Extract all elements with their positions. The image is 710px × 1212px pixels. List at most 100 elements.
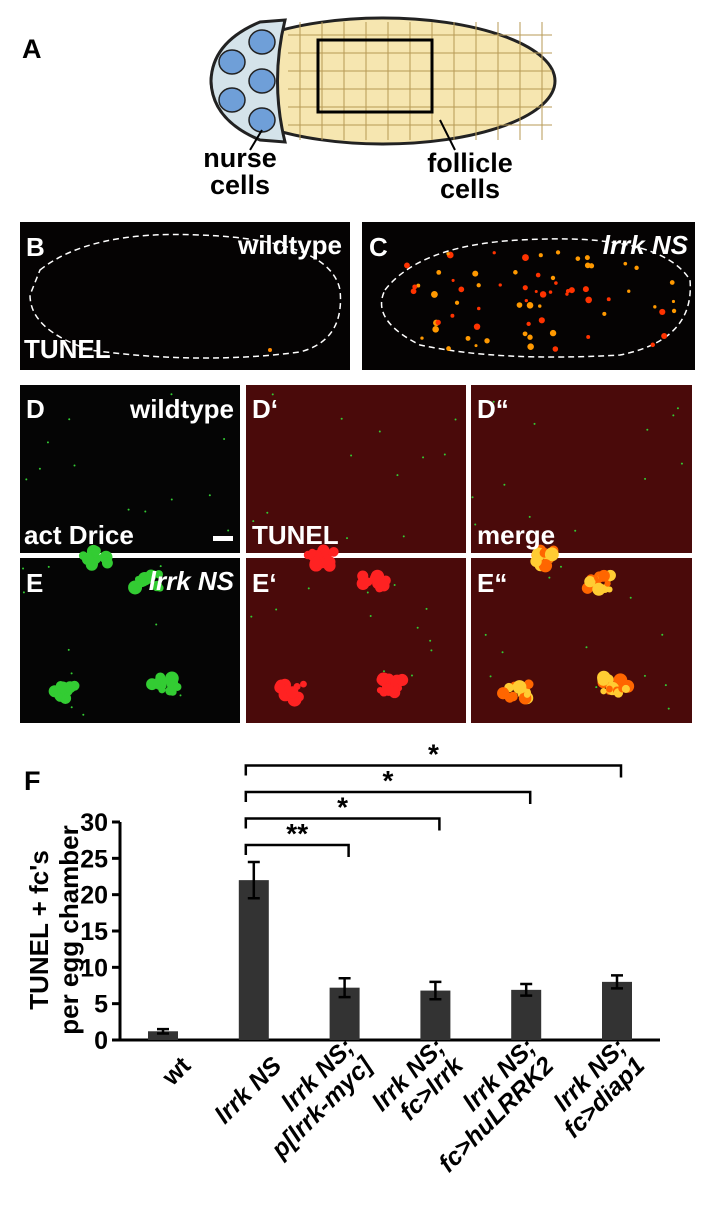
tunel-dot: [432, 326, 439, 333]
egg-chamber: [209, 16, 557, 151]
speck: [155, 623, 158, 626]
speck: [70, 706, 73, 709]
tunel-dot: [522, 331, 528, 337]
speck: [528, 515, 531, 518]
y-axis-label: TUNEL + fc's: [24, 850, 54, 1010]
bar: [511, 989, 542, 1040]
speck: [443, 453, 446, 456]
x-tick-label: lrrk NS;fc>diap1: [548, 1033, 650, 1143]
y-axis-label: per egg chamber: [54, 825, 84, 1035]
cell-blob: [309, 556, 322, 569]
speck: [574, 529, 577, 532]
tunel-dot: [602, 311, 607, 316]
tunel-dot: [584, 255, 590, 261]
cell-blob: [101, 557, 113, 569]
panel-label: C: [369, 232, 388, 262]
significance-bracket: [244, 764, 623, 778]
cell-blob: [377, 674, 388, 686]
speck: [646, 428, 649, 431]
annotation: TUNEL: [24, 334, 111, 364]
speck: [366, 591, 369, 594]
tunel-dot: [565, 292, 569, 296]
tunel-dot: [671, 308, 677, 314]
panel-label: E: [26, 568, 43, 598]
tunel-dot: [446, 252, 450, 256]
significance-bracket: [244, 790, 532, 804]
speck: [68, 418, 71, 421]
speck: [667, 707, 670, 710]
error-bar: [247, 860, 260, 900]
tunel-dot: [450, 313, 455, 318]
annotation: merge: [477, 520, 555, 550]
cell-blob: [173, 682, 182, 691]
tunel-dot: [472, 270, 479, 277]
x-tick-label-line: wt: [156, 1051, 197, 1092]
tunel-dot: [582, 286, 589, 293]
speck: [595, 686, 598, 689]
speck: [159, 565, 162, 568]
tunel-dot: [476, 306, 481, 311]
panel-label: E“: [477, 568, 507, 598]
tunel-dot: [671, 299, 676, 304]
annotation: TUNEL: [252, 520, 339, 550]
tunel-dot: [526, 321, 531, 327]
x-tick-label: lrrk NS: [209, 1051, 287, 1129]
y-tick-label: 15: [80, 918, 108, 946]
speck: [501, 651, 504, 654]
y-tick-label: 0: [94, 1027, 108, 1055]
speck: [548, 576, 551, 579]
panel-label: D“: [477, 394, 509, 424]
error-bar: [611, 974, 623, 990]
significance-label: *: [337, 792, 348, 823]
x-tick-label: wt: [156, 1051, 197, 1092]
speck: [454, 418, 457, 421]
cell-blob: [283, 685, 291, 693]
speck: [22, 591, 25, 594]
cell-blob: [396, 673, 409, 686]
bar: [148, 1031, 178, 1040]
speck: [471, 496, 474, 499]
speck: [425, 607, 428, 610]
tunel-dot: [513, 270, 518, 275]
speck: [22, 567, 25, 570]
tunel-dot: [548, 290, 553, 294]
y-tick-label: 5: [94, 991, 108, 1019]
speck: [644, 477, 647, 480]
tunel-dot: [431, 291, 438, 298]
tunel-dot: [410, 288, 417, 295]
annotation: lrrk NS: [149, 566, 235, 596]
speck: [266, 511, 269, 514]
tunel-dot: [527, 343, 534, 350]
speck: [150, 581, 153, 584]
speck: [585, 646, 588, 649]
tunel-dot: [550, 275, 556, 281]
annotation: cells: [210, 170, 270, 200]
micrograph: [20, 385, 240, 553]
speck: [38, 467, 41, 470]
speck: [422, 456, 425, 459]
speck: [489, 675, 492, 678]
speck: [47, 565, 50, 568]
micrograph: [20, 222, 350, 370]
speck: [127, 508, 130, 511]
speck: [144, 510, 147, 513]
x-tick-label-line: lrrk NS: [209, 1051, 287, 1129]
tunel-dot: [623, 261, 628, 266]
speck: [346, 537, 349, 540]
tunel-dot: [476, 283, 481, 288]
cell-blob: [512, 680, 527, 694]
panel-label: F: [24, 766, 41, 796]
speck: [369, 615, 372, 618]
speck: [227, 529, 230, 532]
tunel-dot: [522, 285, 528, 291]
cell-blob: [64, 681, 76, 694]
cell-blob: [300, 680, 307, 688]
speck: [199, 578, 202, 581]
cell-blob: [497, 687, 510, 700]
tunel-dot: [669, 280, 675, 285]
panel-label: B: [26, 232, 45, 262]
annotation: lrrk NS: [603, 230, 689, 260]
tunel-dot: [549, 329, 557, 337]
cell-blob: [621, 684, 630, 693]
error-bar: [157, 1027, 169, 1035]
